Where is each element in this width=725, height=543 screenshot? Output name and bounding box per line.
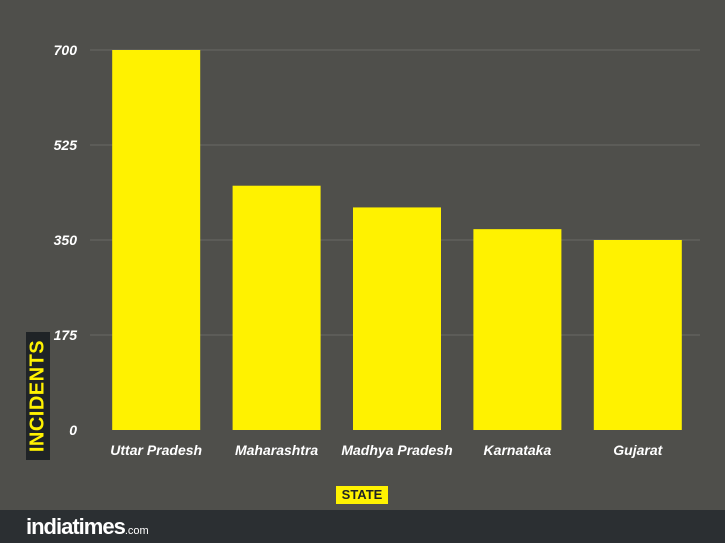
y-tick-label: 350: [54, 232, 78, 248]
bar-uttar-pradesh: [112, 50, 201, 430]
logo-suffix-text: .com: [124, 525, 149, 537]
logo-main-text: indiatimes: [26, 514, 126, 539]
x-tick-label: Uttar Pradesh: [110, 442, 202, 458]
x-tick-label: Gujarat: [613, 442, 663, 458]
x-tick-label: Maharashtra: [235, 442, 318, 458]
y-tick-label: 525: [54, 137, 78, 153]
indiatimes-logo[interactable]: indiatimes.com: [26, 514, 149, 540]
y-axis-ticks: 0 175 350 525 700: [54, 42, 78, 438]
bar-chart: 0 175 350 525 700 Uttar Pradesh Maharashtra Ma…: [54, 42, 700, 458]
x-axis-title: STATE: [336, 486, 388, 504]
bar-gujarat: [593, 240, 682, 430]
bar-karnataka: [473, 229, 562, 430]
y-tick-label: 700: [54, 42, 78, 58]
y-tick-label: 0: [69, 422, 77, 438]
bar-madhya-pradesh: [353, 207, 441, 430]
footer-bar: indiatimes.com: [0, 510, 725, 543]
y-tick-label: 175: [54, 327, 78, 343]
x-axis-labels: Uttar Pradesh Maharashtra Madhya Pradesh Ka…: [110, 442, 663, 458]
y-axis-title: INCIDENTS: [26, 332, 50, 460]
bar-maharashtra: [232, 185, 321, 430]
x-tick-label: Karnataka: [484, 442, 552, 458]
x-tick-label: Madhya Pradesh: [341, 442, 452, 458]
y-axis-title-text: INCIDENTS: [26, 339, 49, 453]
bars: [112, 50, 682, 430]
